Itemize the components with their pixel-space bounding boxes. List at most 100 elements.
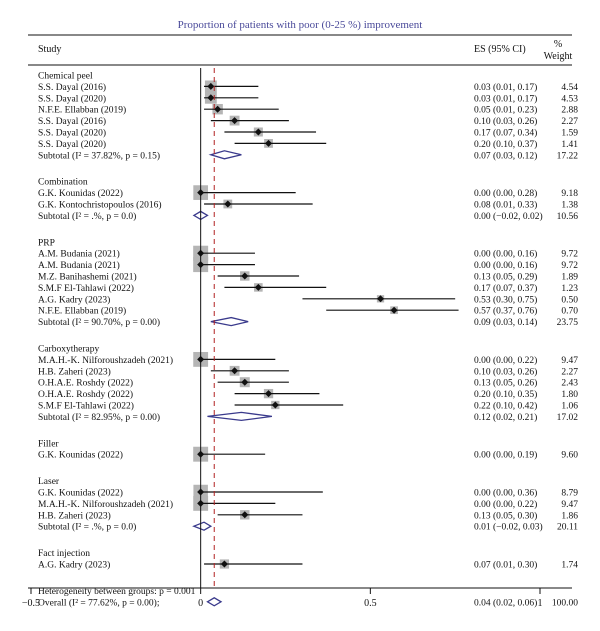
effect-size-text: 0.20 (0.10, 0.37) xyxy=(474,139,537,150)
weight-text: 1.38 xyxy=(561,201,578,211)
x-tick-label: −0.5 xyxy=(22,598,40,609)
weight-text: 2.43 xyxy=(561,379,578,389)
weight-text: 17.02 xyxy=(557,413,579,423)
weight-text: 9.47 xyxy=(561,356,578,366)
weight-text: 1.89 xyxy=(561,273,578,283)
weight-text: 1.59 xyxy=(561,129,578,139)
study-label: H.B. Zaheri (2023) xyxy=(38,366,111,377)
study-label: M.Z. Banihashemi (2021) xyxy=(38,272,137,283)
weight-text: 1.80 xyxy=(561,390,578,400)
weight-text: 4.53 xyxy=(561,94,578,104)
point-estimate xyxy=(231,367,239,375)
effect-size-text: 0.03 (0.01, 0.17) xyxy=(474,82,537,93)
weight-text: 9.72 xyxy=(561,250,578,260)
pooled-diamond xyxy=(192,521,213,531)
weight-text: 8.79 xyxy=(561,489,578,499)
point-estimate xyxy=(377,295,385,303)
weight-text: 17.22 xyxy=(557,151,579,161)
point-estimate xyxy=(254,283,262,291)
effect-size-text: 0.13 (0.05, 0.26) xyxy=(474,378,537,389)
weight-text: 9.18 xyxy=(561,189,578,199)
subtotal-label: Subtotal (I² = 37.82%, p = 0.15) xyxy=(38,150,160,161)
study-label: S.S. Dayal (2020) xyxy=(38,139,106,150)
effect-size-text: 0.08 (0.01, 0.33) xyxy=(474,200,537,211)
x-tick-label: 0.5 xyxy=(364,598,377,609)
weight-text: 10.56 xyxy=(557,212,579,222)
point-estimate xyxy=(207,94,215,102)
effect-size-text: 0.13 (0.05, 0.30) xyxy=(474,510,537,521)
point-estimate xyxy=(390,306,398,314)
weight-text: 9.72 xyxy=(561,261,578,271)
effect-size-text: 0.00 (0.00, 0.36) xyxy=(474,488,537,499)
study-label: S.S. Dayal (2016) xyxy=(38,82,106,93)
pooled-diamond xyxy=(210,316,249,327)
study-label: S.M.F El-Tahlawi (2022) xyxy=(38,401,134,412)
weight-text: 100.00 xyxy=(552,598,578,608)
study-label: M.A.H.-K. Nilforoushzadeh (2021) xyxy=(38,355,173,366)
group-heading: Combination xyxy=(38,178,88,188)
point-estimate xyxy=(265,139,273,147)
study-label: A.G. Kadry (2023) xyxy=(38,294,110,305)
point-estimate xyxy=(231,117,239,125)
effect-size-text: 0.00 (−0.02, 0.02) xyxy=(474,211,543,222)
effect-size-text: 0.00 (0.00, 0.28) xyxy=(474,188,537,199)
weight-text: 1.74 xyxy=(561,561,578,571)
effect-size-text: 0.00 (0.00, 0.22) xyxy=(474,499,537,510)
weight-column-header-symbol: % xyxy=(554,39,562,50)
study-label: S.S. Dayal (2020) xyxy=(38,93,106,104)
point-estimate xyxy=(241,272,249,280)
effect-size-text: 0.00 (0.00, 0.19) xyxy=(474,450,537,461)
effect-size-text: 0.00 (0.00, 0.22) xyxy=(474,355,537,366)
effect-size-text: 0.17 (0.07, 0.34) xyxy=(474,128,537,139)
effect-size-text: 0.10 (0.03, 0.26) xyxy=(474,366,537,377)
study-label: O.H.A.E. Roshdy (2022) xyxy=(38,389,133,400)
weight-text: 0.70 xyxy=(561,307,578,317)
weight-text: 2.27 xyxy=(561,367,578,377)
weight-text: 23.75 xyxy=(557,318,579,328)
weight-text: 9.47 xyxy=(561,500,578,510)
study-label: G.K. Kounidas (2022) xyxy=(38,488,123,499)
weight-column-header-label: Weight xyxy=(544,51,573,62)
x-tick-label: 1 xyxy=(538,598,543,609)
group-heading: Chemical peel xyxy=(38,72,93,82)
effect-size-text: 0.00 (0.00, 0.16) xyxy=(474,260,537,271)
effect-size-text: 0.07 (0.01, 0.30) xyxy=(474,560,537,571)
effect-size-text: 0.17 (0.07, 0.37) xyxy=(474,283,537,294)
es-column-header: ES (95% CI) xyxy=(474,44,526,55)
study-label: S.M.F El-Tahlawi (2022) xyxy=(38,283,134,294)
x-tick-label: 0 xyxy=(198,598,203,609)
pooled-diamond xyxy=(206,597,223,607)
study-label: G.K. Kounidas (2022) xyxy=(38,188,123,199)
effect-size-text: 0.13 (0.05, 0.29) xyxy=(474,272,537,283)
effect-size-text: 0.09 (0.03, 0.14) xyxy=(474,317,537,328)
study-label: G.K. Kounidas (2022) xyxy=(38,450,123,461)
point-estimate xyxy=(265,390,273,398)
point-estimate xyxy=(214,105,222,113)
study-column-header: Study xyxy=(38,44,61,55)
effect-size-text: 0.22 (0.10, 0.42) xyxy=(474,401,537,412)
weight-text: 20.11 xyxy=(557,523,578,533)
study-label: G.K. Kontochristopoulos (2016) xyxy=(38,200,162,211)
weight-text: 1.23 xyxy=(561,284,578,294)
pooled-diamond xyxy=(207,411,273,422)
study-label: S.S. Dayal (2020) xyxy=(38,128,106,139)
study-label: O.H.A.E. Roshdy (2022) xyxy=(38,378,133,389)
study-label: A.M. Budania (2021) xyxy=(38,249,120,260)
group-heading: Carboxytherapy xyxy=(38,345,99,355)
effect-size-text: 0.03 (0.01, 0.17) xyxy=(474,93,537,104)
overall-label: Overall (I² = 77.62%, p = 0.00); xyxy=(38,597,159,608)
effect-size-text: 0.57 (0.37, 0.76) xyxy=(474,306,537,317)
effect-size-text: 0.01 (−0.02, 0.03) xyxy=(474,522,543,533)
subtotal-label: Subtotal (I² = 90.70%, p = 0.00) xyxy=(38,317,160,328)
weight-text: 4.54 xyxy=(561,83,578,93)
point-estimate xyxy=(241,511,249,519)
pooled-diamond xyxy=(192,210,209,221)
weight-text: 1.41 xyxy=(561,140,578,150)
point-estimate xyxy=(241,378,249,386)
effect-size-text: 0.12 (0.02, 0.21) xyxy=(474,412,537,423)
point-estimate xyxy=(271,401,279,409)
point-estimate xyxy=(220,560,228,568)
weight-text: 1.06 xyxy=(561,402,578,412)
weight-text: 0.50 xyxy=(561,295,578,305)
